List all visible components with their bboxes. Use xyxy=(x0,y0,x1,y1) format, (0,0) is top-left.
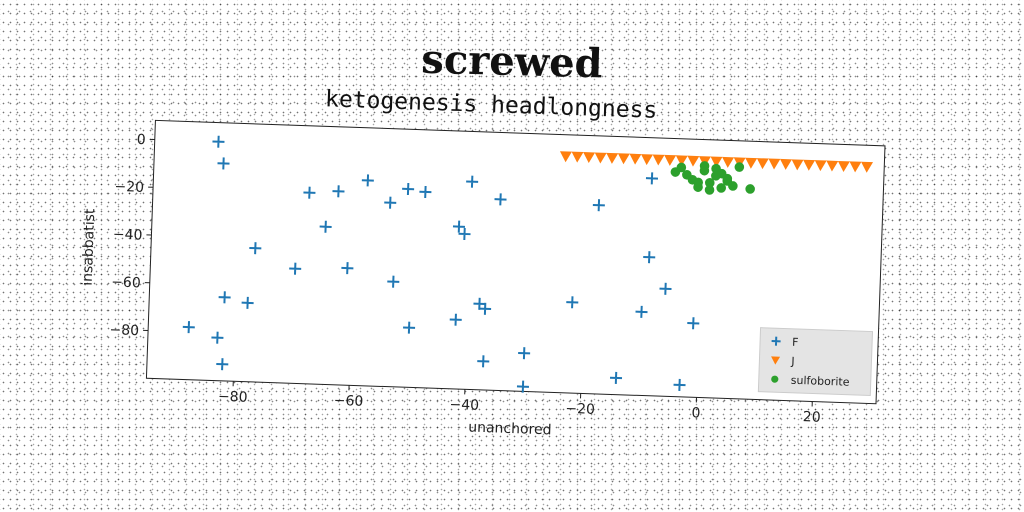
series-1-point xyxy=(768,158,781,170)
x-tick-label: 0 xyxy=(691,405,700,421)
series-1-point xyxy=(617,153,630,165)
series-0-point xyxy=(182,321,195,334)
series-0-point xyxy=(479,302,492,315)
series-2-point xyxy=(716,168,727,179)
series-0-point xyxy=(211,331,224,344)
series-2-point xyxy=(734,162,745,172)
x-tick-label: −60 xyxy=(333,393,363,410)
series-0-point xyxy=(477,355,490,368)
y-axis-label: insabbatist xyxy=(80,208,99,286)
y-tick-label: −20 xyxy=(114,179,144,196)
series-0-point xyxy=(361,174,374,187)
series-1-point xyxy=(745,157,758,169)
legend-marker xyxy=(771,336,781,346)
series-0-point xyxy=(452,220,466,233)
series-0-point xyxy=(659,282,672,295)
series-1-point xyxy=(652,154,665,166)
x-tick-label: −80 xyxy=(218,389,248,406)
x-tick-label: −20 xyxy=(565,401,595,418)
series-0-point xyxy=(319,220,332,233)
series-0-point xyxy=(516,380,529,393)
series-0-point xyxy=(249,242,262,255)
series-2-point xyxy=(728,181,738,191)
legend-marker xyxy=(771,375,779,383)
series-2-point xyxy=(704,185,715,195)
series-1-point xyxy=(826,160,839,172)
series-1-point xyxy=(687,155,700,167)
legend-label: sulfoborite xyxy=(791,374,850,389)
series-1-point xyxy=(837,160,850,172)
series-1-point xyxy=(629,153,642,165)
series-2-point xyxy=(745,184,755,194)
series-2-point xyxy=(716,183,727,193)
series-0-point xyxy=(645,172,659,185)
series-1-point xyxy=(779,158,792,170)
series-0-point xyxy=(566,296,579,309)
series-0-point xyxy=(212,135,225,148)
series-0-point xyxy=(402,182,415,196)
series-0-point xyxy=(518,347,531,360)
series-1-point xyxy=(849,161,862,173)
series-0-point xyxy=(241,296,254,309)
series-2-point xyxy=(682,170,692,180)
series-2-point xyxy=(704,177,715,188)
series-0-point xyxy=(216,358,229,371)
legend-label: J xyxy=(790,355,795,368)
series-0-point xyxy=(332,185,345,198)
x-tick-label: 20 xyxy=(803,409,821,426)
series-1-point xyxy=(710,156,723,168)
series-0-point xyxy=(592,199,605,212)
series-0-point xyxy=(419,185,432,199)
series-0-point xyxy=(458,227,471,241)
series-1-point xyxy=(583,152,596,164)
series-1-point xyxy=(861,161,874,173)
series-0-point xyxy=(303,186,316,199)
legend-box xyxy=(757,327,874,397)
series-0-point xyxy=(673,378,686,391)
series-0-point xyxy=(218,291,231,304)
series-2-point xyxy=(699,161,710,171)
series-1-point xyxy=(571,151,584,163)
series-1-point xyxy=(559,151,572,163)
series-0-point xyxy=(687,317,700,330)
series-1-point xyxy=(594,152,607,164)
figure-panel: ketogenesis headlongness −80 −60 −40 −20 0 20… xyxy=(64,78,907,487)
series-0-point xyxy=(643,251,656,264)
scatter-chart: −80 −60 −40 −20 0 20 0 −20 −40 −60 −80 FJsulfoborit… xyxy=(80,119,886,439)
y-tick-label: −40 xyxy=(113,227,143,244)
series-1-point xyxy=(803,159,816,171)
series-0-point xyxy=(289,262,302,275)
series-1-point xyxy=(791,159,804,171)
series-1-point xyxy=(664,154,677,166)
series-1-point xyxy=(814,160,827,172)
series-2-point xyxy=(693,177,704,188)
series-1-point xyxy=(606,152,619,164)
series-1-point xyxy=(722,156,735,168)
x-tick-label: −40 xyxy=(449,397,479,414)
series-1-point xyxy=(675,155,688,167)
y-tick-label: −80 xyxy=(109,322,139,339)
x-axis-label: unanchored xyxy=(468,420,552,439)
series-0-point xyxy=(217,157,230,170)
series-0-point xyxy=(384,196,397,209)
series-1-point xyxy=(641,154,654,166)
series-0-point xyxy=(466,175,479,188)
series-0-point xyxy=(387,275,400,288)
series-0-point xyxy=(341,262,354,275)
series-0-point xyxy=(635,305,648,318)
series-1-point xyxy=(756,158,769,170)
series-0-point xyxy=(609,371,623,384)
plot-layer: −80 −60 −40 −20 0 20 0 −20 −40 −60 −80 FJsulfoborit… xyxy=(109,119,886,426)
series-0-point xyxy=(449,313,462,326)
legend-label: F xyxy=(792,336,799,349)
series-0-point xyxy=(494,193,507,206)
legend-marker xyxy=(771,356,781,365)
series-2-point xyxy=(676,162,687,173)
y-tick-label: −60 xyxy=(111,274,141,291)
y-tick-label: 0 xyxy=(137,132,146,148)
series-0-point xyxy=(403,321,416,334)
